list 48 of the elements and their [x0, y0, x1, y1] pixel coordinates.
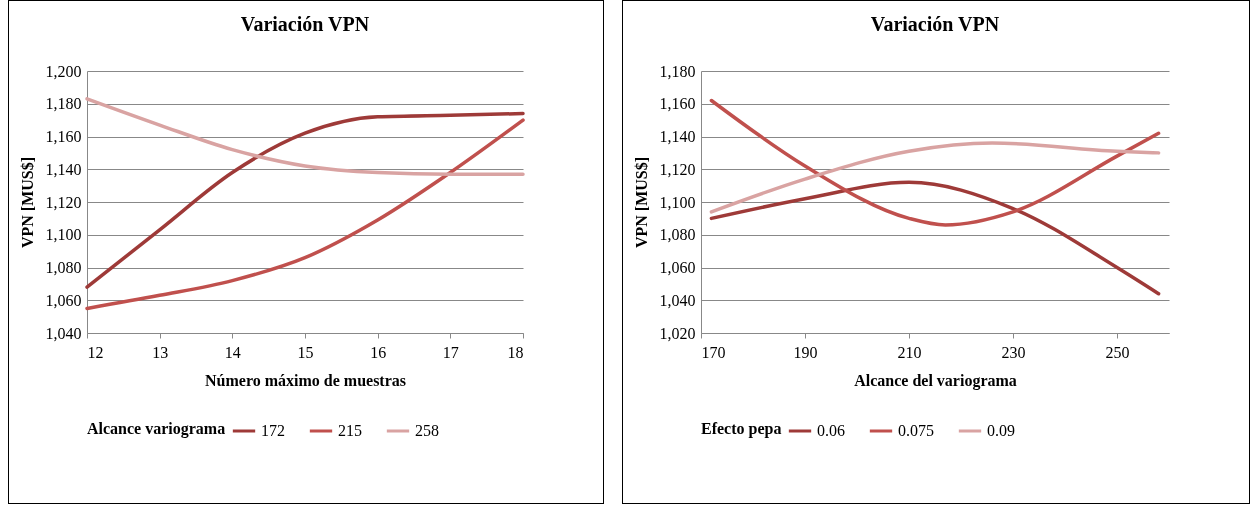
legend-label: 0.075 [898, 422, 934, 439]
x-tick-label: 250 [1105, 343, 1130, 361]
y-tick-label: 1,020 [659, 324, 696, 342]
x-tick-label: 210 [897, 343, 922, 361]
x-tick-label: 14 [224, 343, 241, 361]
y-tick-label: 1,080 [45, 259, 82, 276]
x-tick-label: 16 [370, 343, 387, 361]
y-tick-label: 1,180 [659, 62, 696, 80]
y-tick-label: 1,120 [45, 193, 82, 211]
line-series [709, 180, 1161, 296]
y-tick-label: 1,040 [659, 291, 696, 309]
chart-title: Variación VPN [240, 13, 370, 35]
x-axis-title: Número máximo de muestras [204, 371, 407, 389]
y-tick-label: 1,160 [659, 95, 696, 113]
legend-label: 0.09 [987, 422, 1015, 439]
legend-label: 172 [261, 422, 285, 439]
x-tick-label: 190 [793, 343, 818, 361]
y-axis-title: VPN [MUS$] [18, 156, 36, 249]
legend-label: 0.06 [817, 422, 845, 439]
y-tick-label: 1,120 [659, 160, 696, 178]
y-tick-label: 1,060 [659, 259, 696, 276]
y-tick-label: 1,100 [45, 226, 82, 244]
x-tick-label: 13 [152, 343, 169, 361]
y-tick-label: 1,180 [45, 95, 82, 113]
x-tick-label: 230 [1001, 343, 1026, 361]
y-tick-label: 1,040 [45, 324, 82, 342]
line-series [85, 97, 525, 176]
line-series [709, 141, 1161, 214]
y-axis-title: VPN [MUS$] [632, 156, 650, 249]
legend-title: Alcance variograma [87, 420, 226, 438]
y-tick-label: 1,100 [659, 193, 696, 211]
line-series [709, 98, 1161, 227]
x-tick-label: 170 [701, 343, 726, 361]
y-tick-label: 1,200 [45, 62, 82, 80]
x-tick-label: 17 [442, 343, 459, 361]
x-axis-title: Alcance del variograma [854, 371, 1017, 390]
x-tick-label: 12 [87, 343, 104, 361]
y-tick-label: 1,140 [45, 160, 82, 178]
x-tick-label: 18 [507, 343, 524, 361]
y-tick-label: 1,160 [45, 128, 82, 145]
legend-label: 215 [338, 422, 362, 439]
legend-title: Efecto pepa [701, 420, 782, 438]
y-tick-label: 1,140 [659, 128, 696, 145]
legend-label: 258 [415, 422, 439, 439]
y-tick-label: 1,080 [659, 226, 696, 244]
chart-title: Variación VPN [870, 13, 1000, 35]
y-tick-label: 1,060 [45, 291, 82, 309]
x-tick-label: 15 [297, 343, 314, 361]
